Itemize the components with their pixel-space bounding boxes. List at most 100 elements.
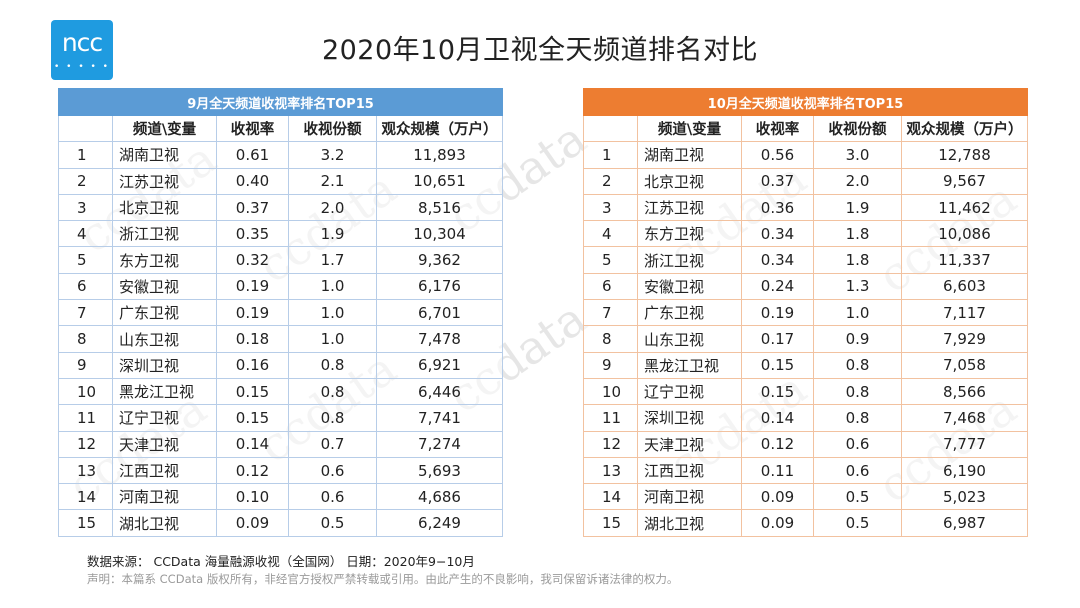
share-cell: 0.6 — [813, 430, 902, 458]
col-audience: 观众规模（万户） — [375, 114, 504, 143]
rating-cell: 0.24 — [741, 272, 814, 301]
rank-cell: 12 — [583, 430, 638, 458]
table-row: 11 深圳卫视 0.14 0.8 7,468 — [583, 404, 1028, 432]
share-cell: 3.0 — [813, 141, 902, 169]
share-cell: 0.5 — [288, 509, 377, 537]
rating-cell: 0.12 — [741, 430, 814, 458]
share-cell: 1.9 — [813, 193, 902, 222]
table-row: 10 黑龙江卫视 0.15 0.8 6,446 — [58, 377, 504, 406]
table-row: 13 江西卫视 0.12 0.6 5,693 — [58, 456, 504, 485]
table-row: 3 北京卫视 0.37 2.0 8,516 — [58, 193, 504, 222]
channel-cell: 天津卫视 — [112, 430, 217, 458]
rating-cell: 0.40 — [216, 167, 289, 195]
rating-cell: 0.61 — [216, 141, 289, 169]
logo-text: ncc — [61, 28, 103, 57]
table-row: 1 湖南卫视 0.56 3.0 12,788 — [583, 141, 1028, 169]
table-row: 6 安徽卫视 0.19 1.0 6,176 — [58, 272, 504, 301]
rank-cell: 3 — [583, 193, 638, 222]
october-ranking-table: 10月全天频道收视率排名TOP15 频道\变量 收视率 收视份额 观众规模（万户… — [583, 88, 1028, 537]
logo-dots: • • • • • — [54, 62, 110, 72]
table-row: 8 山东卫视 0.17 0.9 7,929 — [583, 325, 1028, 353]
audience-cell: 7,478 — [375, 325, 504, 353]
table-row: 9 黑龙江卫视 0.15 0.8 7,058 — [583, 351, 1028, 379]
audience-cell: 6,921 — [375, 351, 504, 379]
share-cell: 0.8 — [288, 377, 377, 406]
audience-cell: 5,693 — [375, 456, 504, 485]
audience-cell: 9,567 — [901, 167, 1028, 195]
rating-cell: 0.09 — [741, 509, 814, 537]
audience-cell: 6,987 — [901, 509, 1028, 537]
share-cell: 1.8 — [813, 220, 902, 248]
share-cell: 1.0 — [288, 325, 377, 353]
audience-cell: 10,651 — [375, 167, 504, 195]
audience-cell: 6,446 — [375, 377, 504, 406]
channel-cell: 深圳卫视 — [637, 404, 742, 432]
channel-cell: 江苏卫视 — [112, 167, 217, 195]
rating-cell: 0.19 — [216, 299, 289, 327]
audience-cell: 4,686 — [375, 483, 504, 511]
channel-cell: 广东卫视 — [112, 299, 217, 327]
rating-cell: 0.56 — [741, 141, 814, 169]
rank-cell: 11 — [58, 404, 113, 432]
rank-cell: 8 — [58, 325, 113, 353]
channel-cell: 东方卫视 — [112, 246, 217, 274]
table-row: 15 湖北卫视 0.09 0.5 6,249 — [58, 509, 504, 537]
audience-cell: 11,893 — [375, 141, 504, 169]
channel-cell: 深圳卫视 — [112, 351, 217, 379]
share-cell: 2.0 — [813, 167, 902, 195]
rating-cell: 0.36 — [741, 193, 814, 222]
channel-cell: 河南卫视 — [112, 483, 217, 511]
rank-cell: 11 — [583, 404, 638, 432]
table-row: 1 湖南卫视 0.61 3.2 11,893 — [58, 141, 504, 169]
rank-cell: 2 — [58, 167, 113, 195]
share-cell: 0.9 — [813, 325, 902, 353]
share-cell: 0.6 — [288, 456, 377, 485]
share-cell: 0.6 — [288, 483, 377, 511]
table-row: 7 广东卫视 0.19 1.0 6,701 — [58, 299, 504, 327]
channel-cell: 江西卫视 — [637, 456, 742, 485]
share-cell: 2.0 — [288, 193, 377, 222]
col-channel: 频道\变量 — [112, 114, 217, 143]
share-cell: 2.1 — [288, 167, 377, 195]
table-row: 12 天津卫视 0.14 0.7 7,274 — [58, 430, 504, 458]
channel-cell: 东方卫视 — [637, 220, 742, 248]
channel-cell: 浙江卫视 — [637, 246, 742, 274]
rating-cell: 0.12 — [216, 456, 289, 485]
table-row: 3 江苏卫视 0.36 1.9 11,462 — [583, 193, 1028, 222]
data-source: 数据来源： CCData 海量融源收视（全国网） 日期：2020年9−10月 — [87, 554, 475, 569]
rating-cell: 0.19 — [216, 272, 289, 301]
table-row: 2 江苏卫视 0.40 2.1 10,651 — [58, 167, 504, 195]
channel-cell: 辽宁卫视 — [637, 377, 742, 406]
table-row: 4 东方卫视 0.34 1.8 10,086 — [583, 220, 1028, 248]
rank-cell: 9 — [58, 351, 113, 379]
rating-cell: 0.14 — [741, 404, 814, 432]
rank-cell: 2 — [583, 167, 638, 195]
audience-cell: 11,462 — [901, 193, 1028, 222]
channel-cell: 湖北卫视 — [637, 509, 742, 537]
audience-cell: 10,304 — [375, 220, 504, 248]
rank-cell: 8 — [583, 325, 638, 353]
rank-cell: 5 — [58, 246, 113, 274]
channel-cell: 广东卫视 — [637, 299, 742, 327]
rating-cell: 0.10 — [216, 483, 289, 511]
channel-cell: 湖北卫视 — [112, 509, 217, 537]
table-row: 6 安徽卫视 0.24 1.3 6,603 — [583, 272, 1028, 301]
audience-cell: 5,023 — [901, 483, 1028, 511]
table-row: 8 山东卫视 0.18 1.0 7,478 — [58, 325, 504, 353]
table-row: 5 浙江卫视 0.34 1.8 11,337 — [583, 246, 1028, 274]
rating-cell: 0.37 — [216, 193, 289, 222]
audience-cell: 10,086 — [901, 220, 1028, 248]
rank-cell: 9 — [583, 351, 638, 379]
rank-cell: 12 — [58, 430, 113, 458]
audience-cell: 6,190 — [901, 456, 1028, 485]
rank-cell: 6 — [583, 272, 638, 301]
rating-cell: 0.09 — [216, 509, 289, 537]
header-row: 频道\变量 收视率 收视份额 观众规模（万户） — [583, 114, 1028, 143]
rank-cell: 6 — [58, 272, 113, 301]
rating-cell: 0.15 — [216, 404, 289, 432]
channel-cell: 北京卫视 — [637, 167, 742, 195]
channel-cell: 河南卫视 — [637, 483, 742, 511]
share-cell: 0.8 — [813, 351, 902, 379]
header-row: 频道\变量 收视率 收视份额 观众规模（万户） — [58, 114, 504, 143]
channel-cell: 湖南卫视 — [112, 141, 217, 169]
